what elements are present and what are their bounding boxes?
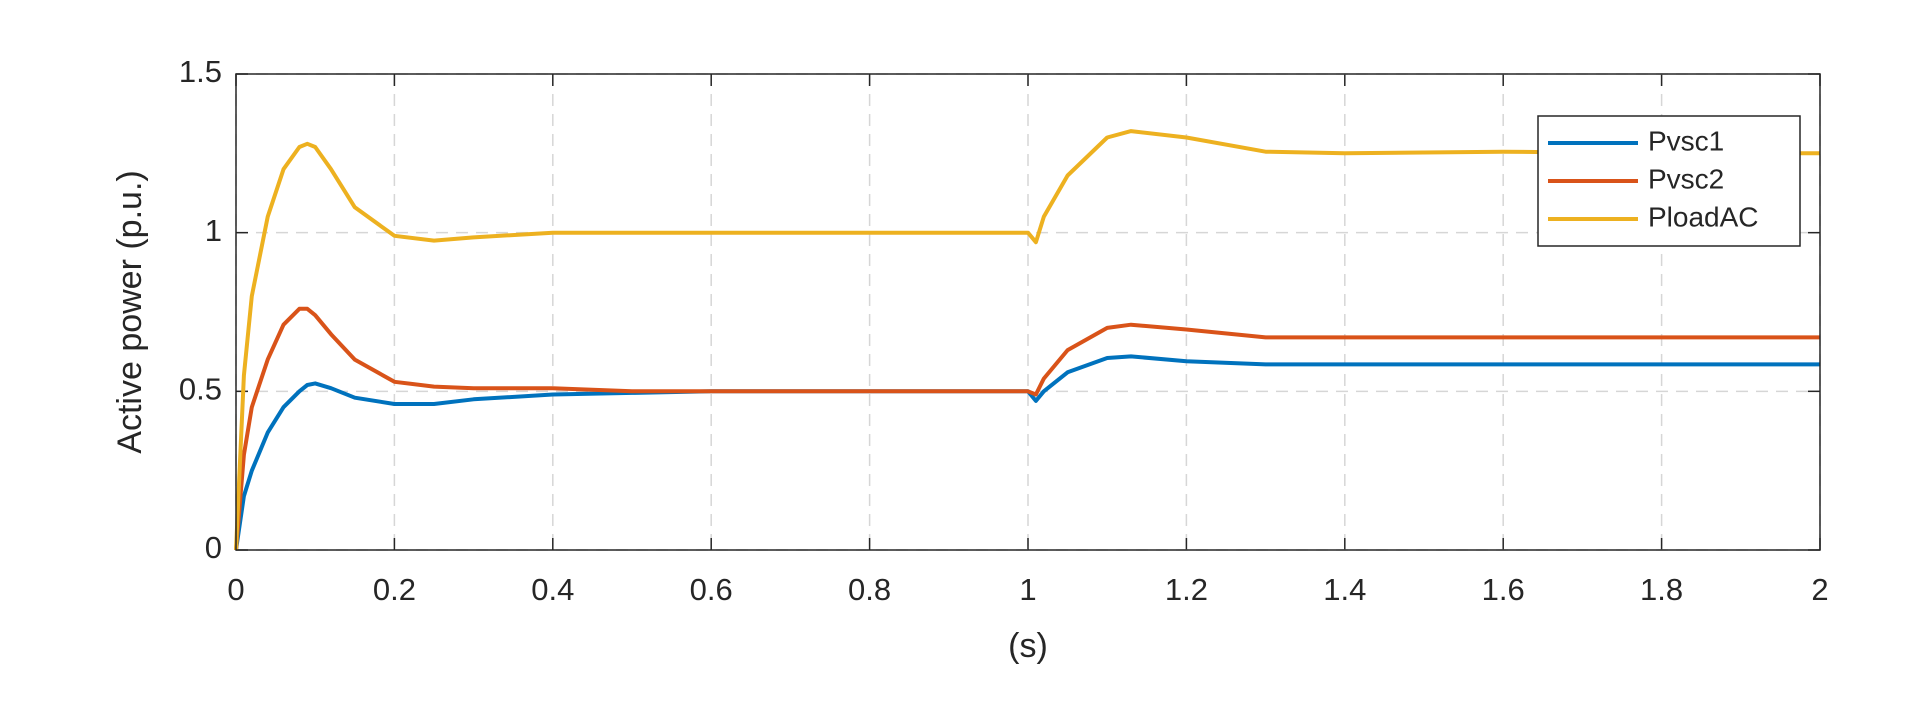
series-line [234, 129, 1820, 551]
x-axis-label: (s) [1008, 627, 1048, 665]
series-line [234, 306, 1820, 551]
y-axis-label: Active power (p.u.) [111, 170, 149, 453]
x-tick-label: 0.2 [373, 572, 416, 607]
x-tick-label: 1.4 [1323, 572, 1366, 607]
x-tick-label: 1.6 [1482, 572, 1525, 607]
axes-box [235, 73, 1821, 551]
legend-label: PloadAC [1648, 201, 1759, 232]
y-tick-label: 0.5 [179, 372, 222, 407]
y-tick-label: 1.5 [179, 54, 222, 89]
x-tick-label: 2 [1811, 572, 1828, 607]
x-tick-label: 1.8 [1640, 572, 1683, 607]
legend-label: Pvsc2 [1648, 163, 1724, 194]
x-tick-label: 1 [1019, 572, 1036, 607]
y-tick-label: 1 [205, 213, 222, 248]
x-tick-label: 0.8 [848, 572, 891, 607]
y-tick-label: 0 [205, 530, 222, 565]
x-tick-label: 0.6 [690, 572, 733, 607]
x-tick-label: 1.2 [1165, 572, 1208, 607]
x-tick-label: 0 [227, 572, 244, 607]
legend-label: Pvsc1 [1648, 125, 1724, 156]
x-tick-label: 0.4 [531, 572, 574, 607]
